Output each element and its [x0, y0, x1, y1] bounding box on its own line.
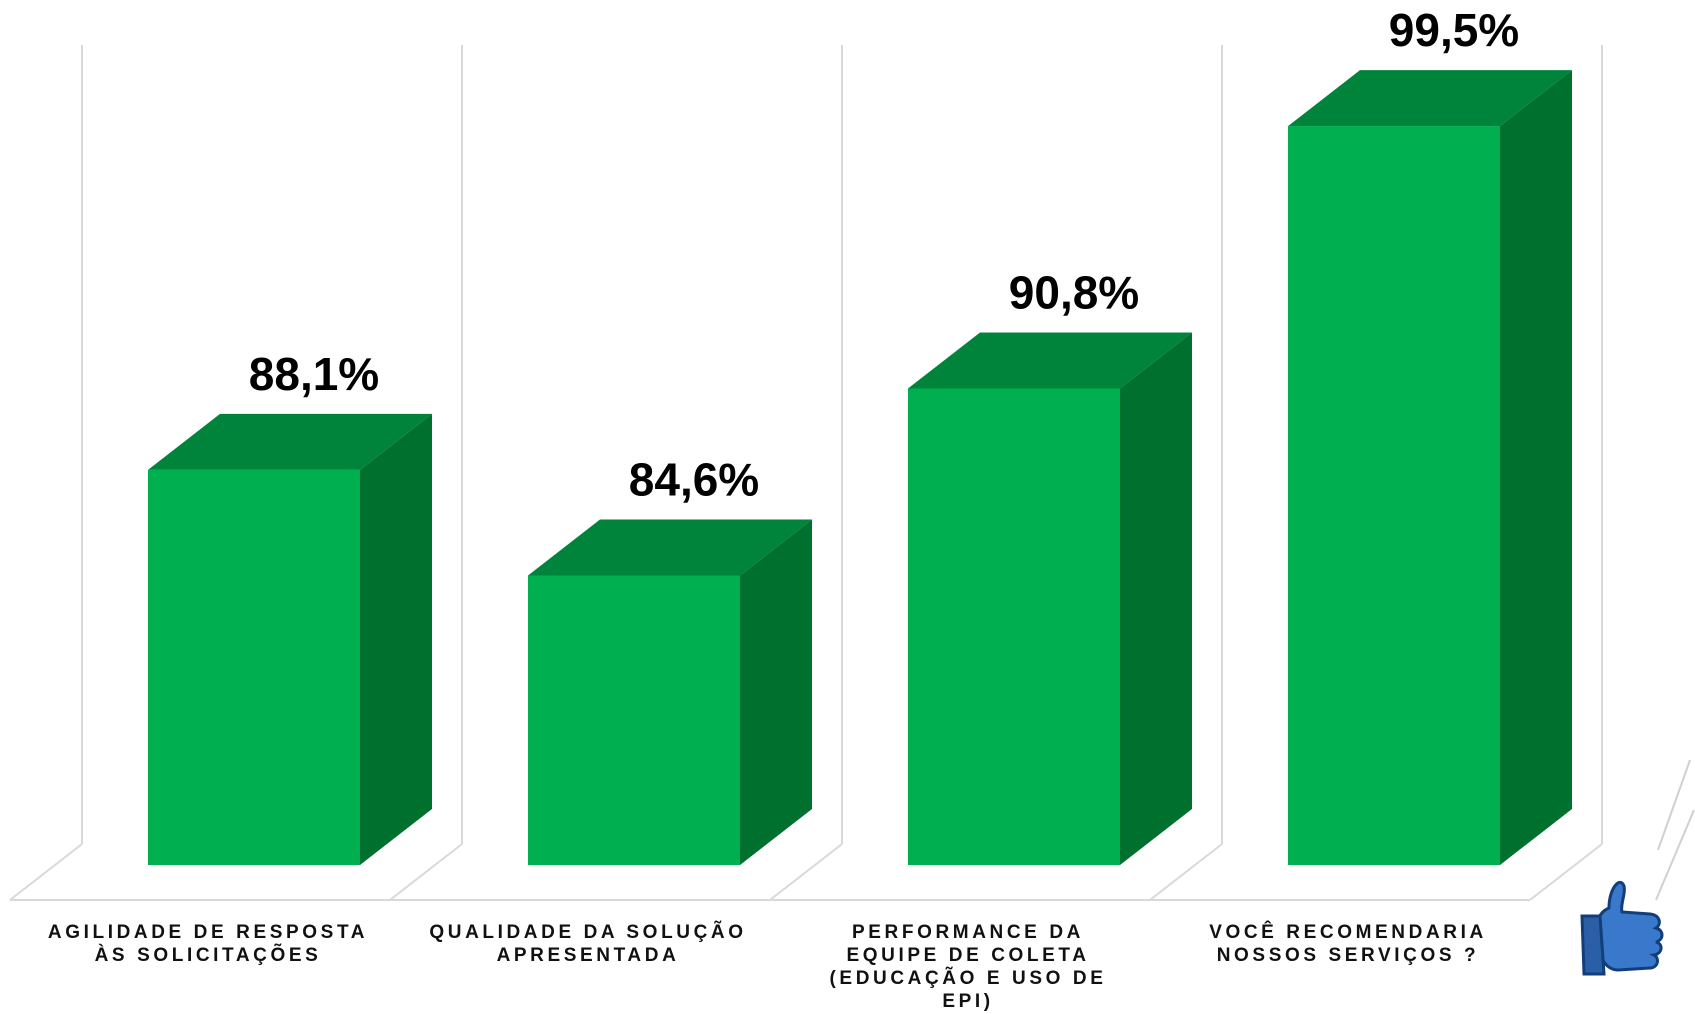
category-label-line: VOCÊ RECOMENDARIA — [1209, 921, 1487, 943]
data-label: 90,8% — [1009, 266, 1139, 318]
bar-top — [908, 332, 1192, 389]
category-label-line: EPI) — [942, 991, 993, 1012]
bar-front — [148, 469, 360, 865]
chart-value-labels: 88,1% 84,6% 90,8% 99,5% — [249, 4, 1519, 505]
floor-divider — [1529, 843, 1603, 901]
floor-divider — [1149, 843, 1223, 901]
bar-side — [1120, 332, 1192, 865]
category-label-line: EQUIPE DE COLETA — [846, 945, 1089, 966]
category-label: QUALIDADE DA SOLUÇÃO APRESENTADA — [429, 921, 746, 966]
bar-top — [528, 519, 812, 576]
category-label-line: QUALIDADE DA SOLUÇÃO — [429, 921, 746, 943]
bar-2 — [528, 519, 812, 865]
bar-front — [1288, 126, 1500, 865]
bar-4 — [1288, 70, 1572, 865]
chart-category-labels: AGILIDADE DE RESPOSTA ÀS SOLICITAÇÕES QUAL… — [48, 921, 1487, 1012]
bar-side — [740, 519, 812, 865]
bar-3 — [908, 332, 1192, 865]
floor-divider — [9, 843, 83, 901]
category-label-line: ÀS SOLICITAÇÕES — [95, 944, 322, 966]
bar-side — [360, 413, 432, 865]
bar-1 — [148, 413, 432, 865]
category-label: AGILIDADE DE RESPOSTA ÀS SOLICITAÇÕES — [48, 922, 368, 966]
floor-divider — [389, 843, 463, 901]
bar-top — [1288, 70, 1572, 127]
category-label-line: APRESENTADA — [497, 945, 680, 966]
category-label: PERFORMANCE DA EQUIPE DE COLETA (EDUCAÇÃO … — [830, 922, 1107, 1012]
category-label: VOCÊ RECOMENDARIA NOSSOS SERVIÇOS ? — [1209, 921, 1487, 966]
bar-front — [908, 388, 1120, 865]
data-label: 84,6% — [629, 453, 759, 505]
data-label: 99,5% — [1389, 4, 1519, 56]
category-label-line: PERFORMANCE DA — [852, 922, 1084, 943]
chart-bars — [148, 70, 1572, 865]
category-label-line: (EDUCAÇÃO E USO DE — [830, 967, 1107, 989]
chart-gridlines — [9, 45, 1603, 901]
category-label-line: AGILIDADE DE RESPOSTA — [48, 922, 368, 943]
bar-top — [148, 413, 432, 470]
bar-front — [528, 575, 740, 865]
category-label-line: NOSSOS SERVIÇOS ? — [1217, 945, 1480, 966]
bar-side — [1500, 70, 1572, 865]
thumbs-up-icon — [1580, 759, 1695, 976]
floor-divider — [769, 843, 843, 901]
data-label: 88,1% — [249, 348, 379, 400]
